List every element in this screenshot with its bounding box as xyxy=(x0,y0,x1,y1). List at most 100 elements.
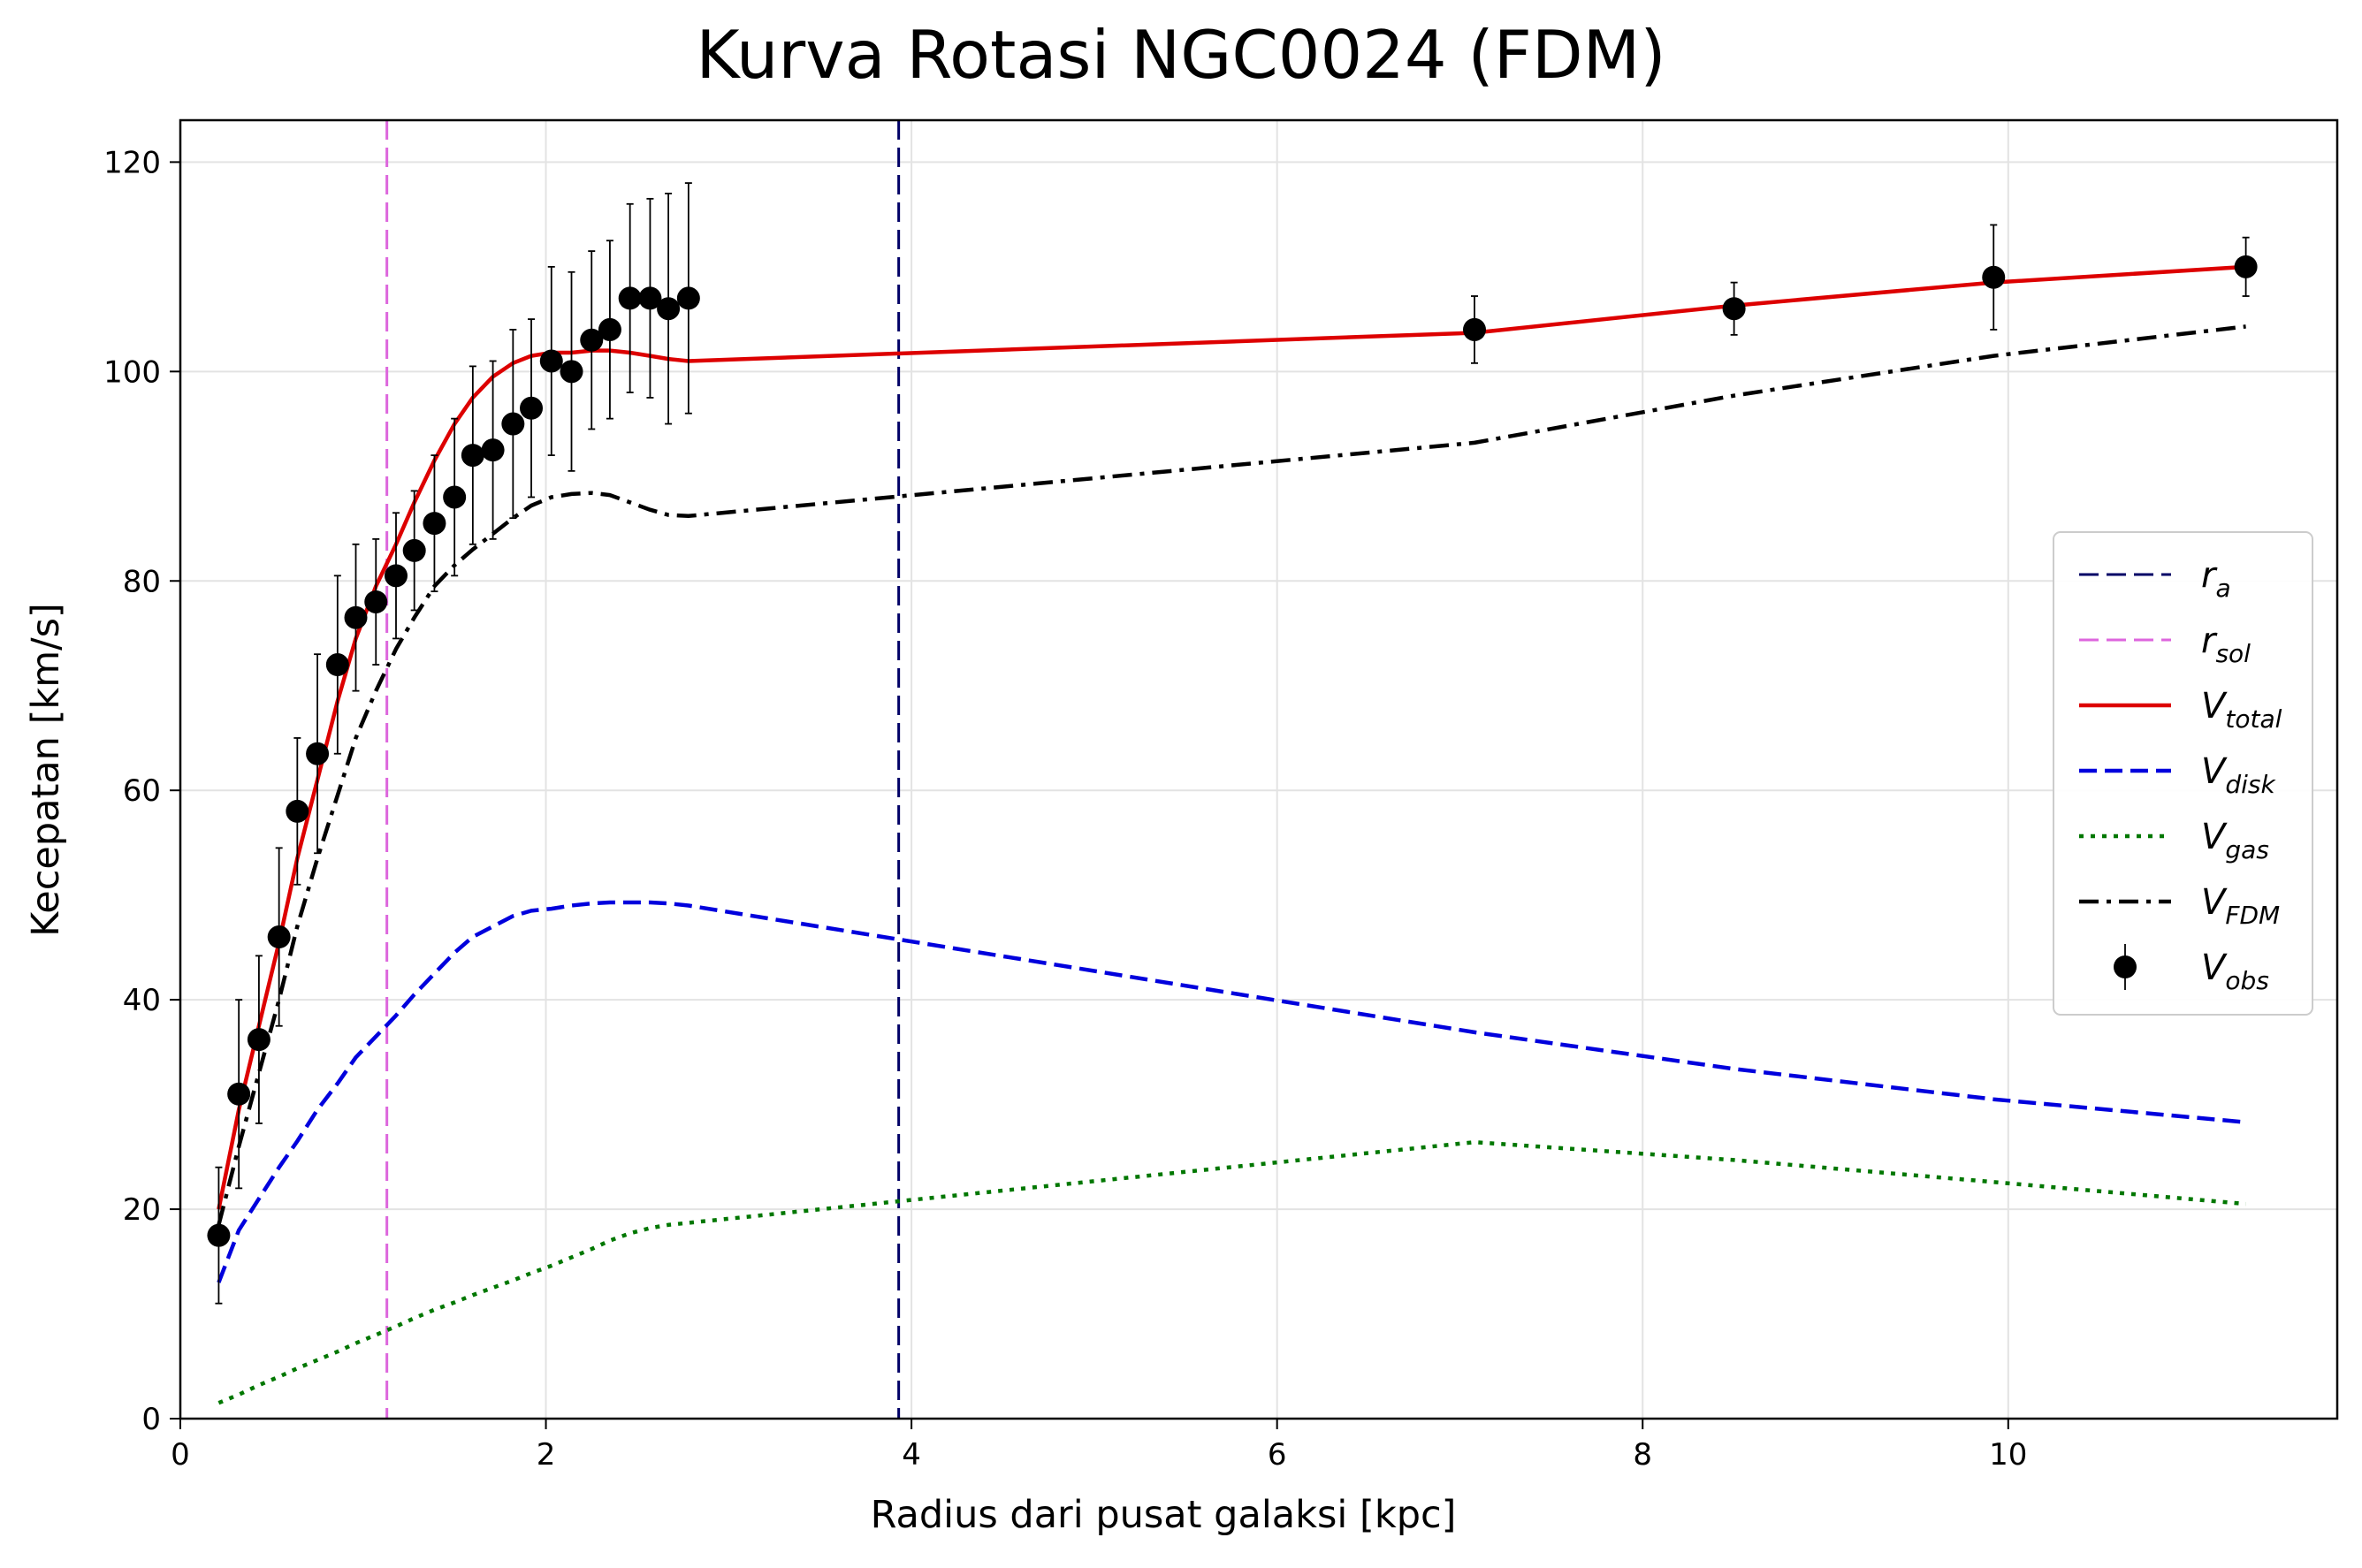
legend-item-v-total: Vtotal xyxy=(2079,686,2282,734)
y-tick-label: 0 xyxy=(141,1402,161,1437)
observed-point xyxy=(207,1166,231,1305)
observed-marker xyxy=(560,360,583,384)
series-v-disk xyxy=(217,900,2246,1283)
observed-point xyxy=(461,365,484,545)
chart-title: Kurva Rotasi NGC0024 (FDM) xyxy=(696,16,1665,94)
grid-layer xyxy=(179,120,2337,1420)
plot-frame xyxy=(179,118,2339,1420)
observed-point xyxy=(1982,224,2006,331)
legend-item-v-disk: Vdisk xyxy=(2079,751,2277,799)
observed-marker xyxy=(267,925,291,949)
legend-label-sub: FDM xyxy=(2225,901,2280,930)
x-tick-label: 6 xyxy=(1268,1437,1287,1473)
legend-box xyxy=(2053,531,2313,1016)
observed-point xyxy=(598,240,621,420)
observed-point xyxy=(481,360,505,540)
series-v-fdm xyxy=(217,324,2246,1226)
observed-marker xyxy=(2234,255,2258,278)
y-axis-label: Kecepatan [km/s] xyxy=(24,603,68,937)
legend-label-main: V xyxy=(2201,948,2228,988)
y-tick-label: 100 xyxy=(103,354,161,390)
legend-label-sub: sol xyxy=(2215,639,2251,668)
legend-label: Vtotal xyxy=(2201,686,2282,734)
observed-marker xyxy=(423,512,446,536)
observed-points-layer xyxy=(207,182,2258,1305)
legend-label: Vdisk xyxy=(2201,751,2277,799)
legend-label: VFDM xyxy=(2201,882,2280,930)
observed-marker xyxy=(481,438,505,462)
x-tick-label: 8 xyxy=(1633,1437,1652,1473)
legend-label: rsol xyxy=(2201,620,2251,668)
x-axis-label: Radius dari pusat galaksi [kpc] xyxy=(871,1493,1457,1537)
observed-marker xyxy=(1982,265,2006,289)
observed-point xyxy=(580,250,604,430)
legend-label: Vobs xyxy=(2201,948,2269,995)
observed-marker xyxy=(461,444,484,468)
observed-marker xyxy=(286,799,309,823)
observed-point xyxy=(2234,236,2258,297)
legend-label-main: V xyxy=(2201,751,2228,792)
observed-point xyxy=(1722,281,1746,336)
observed-point xyxy=(657,193,681,425)
legend-label-main: r xyxy=(2201,555,2218,596)
observed-marker xyxy=(638,286,662,310)
observed-point xyxy=(618,202,642,393)
observed-marker xyxy=(501,412,525,436)
observed-marker xyxy=(1463,317,1486,341)
observed-point xyxy=(364,537,388,666)
legend-label-sub: obs xyxy=(2225,966,2269,995)
observed-marker xyxy=(344,605,368,629)
y-tick-label: 40 xyxy=(123,983,161,1018)
observed-marker xyxy=(207,1223,231,1247)
observed-point xyxy=(638,197,662,399)
observed-marker xyxy=(247,1028,270,1052)
legend-item-v-fdm: VFDM xyxy=(2079,882,2280,930)
observed-point xyxy=(267,847,291,1027)
legend-label-sub: disk xyxy=(2225,770,2276,799)
observed-marker xyxy=(598,317,621,341)
y-tick-label: 60 xyxy=(123,773,161,809)
legend-label-sub: a xyxy=(2215,574,2230,603)
x-tick-label: 10 xyxy=(1989,1437,2027,1473)
legend-item-v-obs: Vobs xyxy=(2114,944,2269,995)
observed-marker xyxy=(657,297,681,321)
observed-point xyxy=(560,270,583,472)
legend-label-main: V xyxy=(2201,686,2228,727)
legend-label-main: V xyxy=(2201,882,2228,923)
observed-marker xyxy=(227,1082,251,1106)
observed-marker xyxy=(676,286,700,310)
observed-marker xyxy=(539,349,563,373)
observed-marker xyxy=(385,564,408,588)
observed-point xyxy=(423,454,446,593)
legend-item-r-sol: rsol xyxy=(2079,620,2251,668)
reference-lines xyxy=(385,120,901,1419)
observed-marker xyxy=(443,485,467,509)
observed-marker xyxy=(520,396,544,420)
observed-marker xyxy=(306,742,330,765)
legend-label-sub: gas xyxy=(2225,835,2269,864)
observed-marker xyxy=(1722,297,1746,321)
observed-point xyxy=(402,490,426,612)
observed-point xyxy=(286,737,309,886)
observed-point xyxy=(1463,295,1486,364)
legend-marker xyxy=(2114,955,2137,978)
observed-point xyxy=(501,329,525,520)
legend-item-r-a: ra xyxy=(2079,555,2231,603)
series-layer xyxy=(217,264,2246,1405)
observed-point xyxy=(325,575,349,755)
observed-marker xyxy=(325,653,349,677)
observed-point xyxy=(539,265,563,456)
y-tick-label: 20 xyxy=(123,1192,161,1228)
observed-point xyxy=(520,318,544,499)
observed-point xyxy=(676,182,700,415)
observed-marker xyxy=(618,286,642,310)
observed-point xyxy=(443,417,467,577)
observed-point xyxy=(227,999,251,1190)
legend-label: ra xyxy=(2201,555,2231,603)
observed-marker xyxy=(364,590,388,613)
legend-label: Vgas xyxy=(2201,817,2269,864)
observed-point xyxy=(344,543,368,692)
